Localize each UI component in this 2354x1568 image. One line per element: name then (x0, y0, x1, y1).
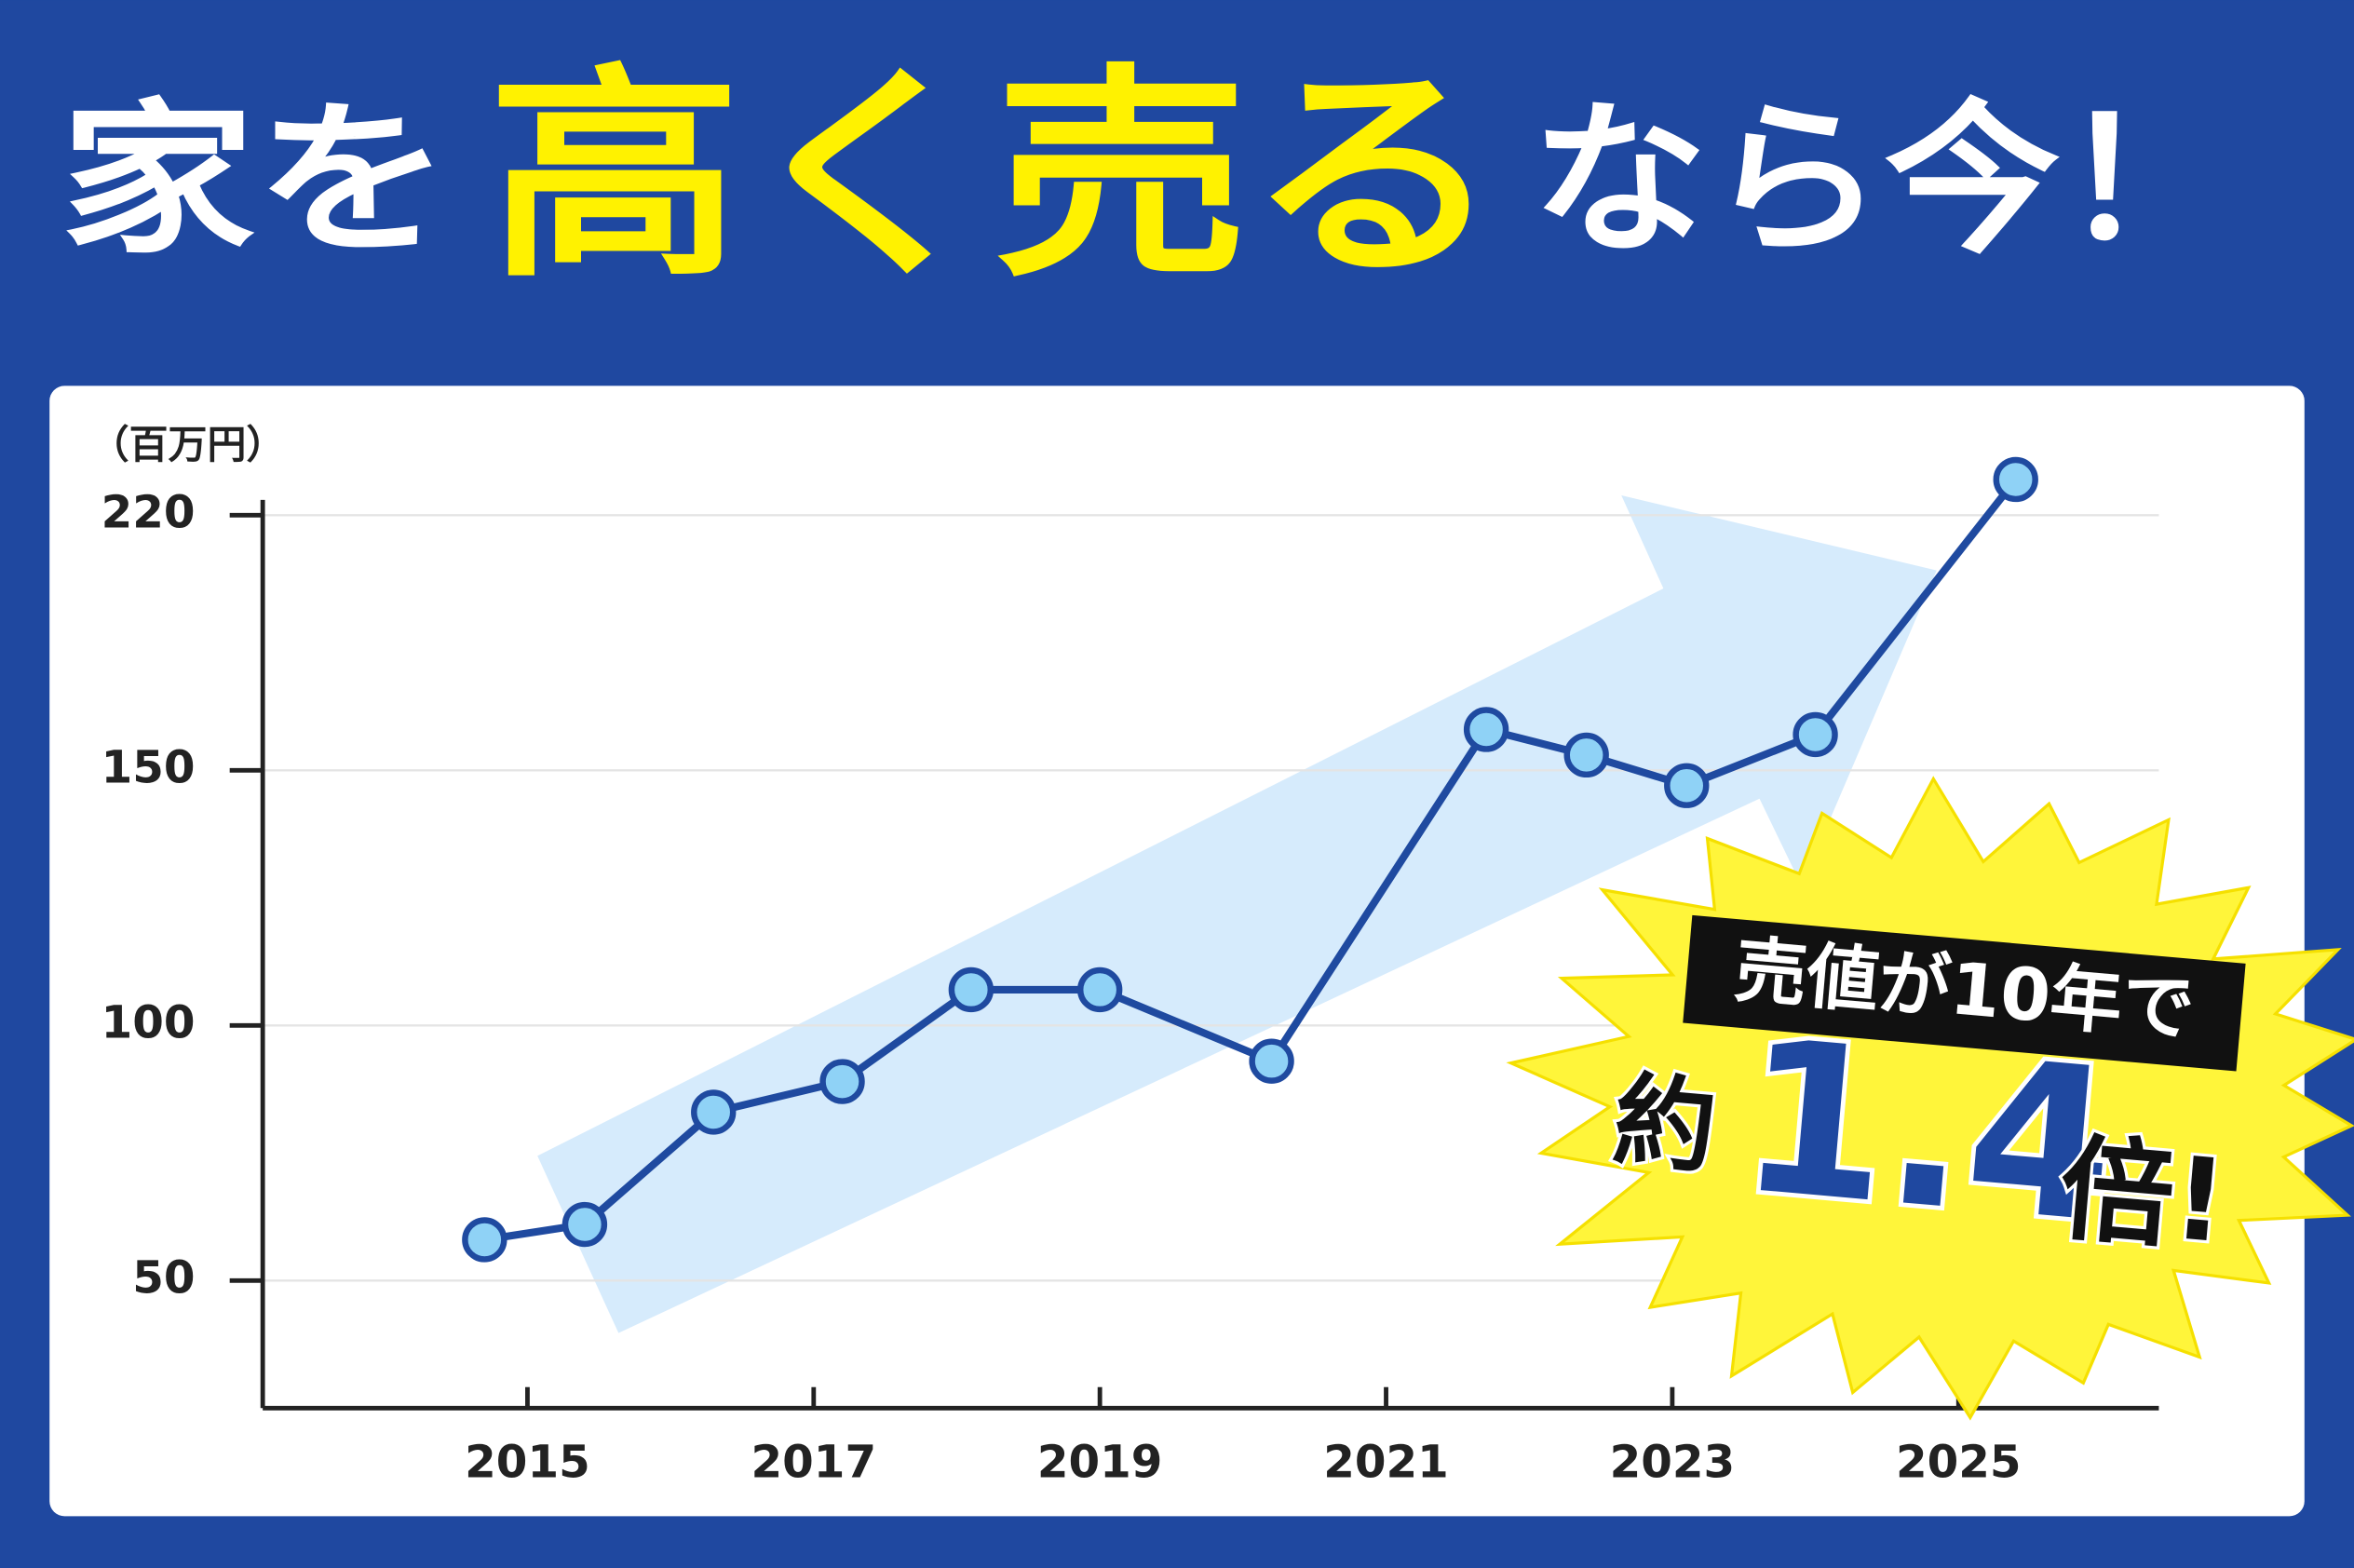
x-tick-label: 2019 (1037, 1437, 1163, 1489)
figure: 1.4 (1732, 994, 2124, 1271)
title-segment: 家を (60, 84, 450, 277)
suffix: 倍! (2054, 1121, 2231, 1268)
trend-arrow (537, 495, 1937, 1333)
data-point (1793, 711, 1838, 758)
prefix: 約 (1609, 1061, 1721, 1188)
data-point (819, 1059, 865, 1104)
title-segment: 高く売る (488, 47, 1501, 308)
title-segment: なら今！ (1531, 84, 2237, 277)
data-point (561, 1201, 608, 1248)
data-point (1993, 456, 2038, 503)
data-point (1076, 966, 1123, 1013)
y-tick-label: 150 (101, 741, 196, 793)
plot: （百万円） 50 100 150 220 2015 2017 2019 2021 2023 2025 (90, 422, 2159, 1489)
headline-box (1683, 914, 2246, 1072)
y-axis-label: （百万円） (90, 422, 286, 467)
y-tick-label: 100 (101, 996, 196, 1048)
data-point (1664, 763, 1710, 808)
y-tick-label: 220 (101, 486, 196, 538)
x-tick-label: 2021 (1323, 1437, 1449, 1489)
data-point (1249, 1038, 1294, 1084)
data-line (483, 477, 2019, 1244)
data-point (948, 966, 994, 1013)
x-tick-label: 2017 (751, 1437, 877, 1489)
y-tick-label: 50 (132, 1251, 195, 1304)
data-point (1563, 732, 1609, 778)
data-point (691, 1089, 737, 1135)
x-tick-label: 2025 (1896, 1437, 2022, 1489)
data-point (462, 1217, 507, 1263)
x-tick-label: 2015 (465, 1437, 590, 1489)
data-point (1463, 707, 1509, 752)
x-tick-label: 2023 (1610, 1437, 1736, 1489)
